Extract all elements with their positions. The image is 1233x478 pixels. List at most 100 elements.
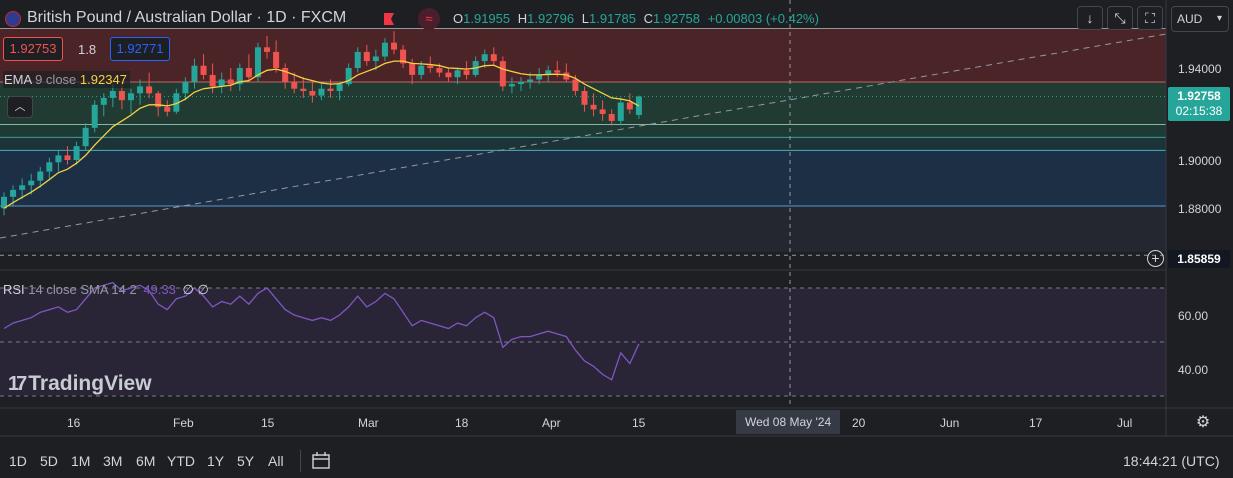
timeframe-button-1y[interactable]: 1Y — [207, 453, 225, 469]
rsi-label: RSI — [3, 282, 25, 297]
candle-body — [381, 42, 388, 57]
price-tick-1: 1.94000 — [1178, 62, 1222, 76]
candle-body — [127, 93, 134, 101]
candle-body — [508, 84, 515, 87]
last-price-value: 1.92758 — [1177, 89, 1221, 103]
snapshot-button[interactable]: ⛶ — [1137, 6, 1163, 30]
utc-clock[interactable]: 18:44:21 (UTC) — [1123, 453, 1220, 469]
sell-button[interactable]: 1.92753 — [3, 37, 63, 61]
date-range-button[interactable] — [311, 451, 333, 471]
candle-body — [336, 84, 343, 91]
candle-body — [28, 180, 35, 186]
candle-body — [19, 185, 26, 190]
price-tick-3: 1.88000 — [1178, 202, 1222, 216]
time-tick: 15 — [261, 416, 275, 430]
candle-body — [82, 127, 89, 147]
candle-body — [264, 47, 271, 52]
scroll-down-button[interactable]: ↓ — [1077, 6, 1103, 30]
candle-body — [527, 79, 534, 82]
ema-label: EMA — [4, 72, 32, 87]
zone-gray — [0, 206, 1166, 252]
rsi-tick-40: 40.00 — [1178, 363, 1209, 377]
open-value: 1.91955 — [463, 11, 511, 26]
candle-body — [282, 68, 289, 82]
candle-body — [218, 79, 225, 87]
wave-icon[interactable]: ≈ — [418, 8, 440, 30]
candle-body — [118, 91, 125, 101]
collapse-legend-button[interactable]: ︿ — [7, 96, 33, 118]
rsi-legend[interactable]: RSI 14 close SMA 14 2 49.33 ∅ ∅ — [3, 282, 209, 298]
ema-legend[interactable]: EMA 9 close 1.92347 — [3, 71, 130, 88]
candle-body — [309, 91, 316, 96]
high-value: 1.92796 — [527, 11, 575, 26]
candle-body — [617, 102, 624, 121]
timeframe-button-all[interactable]: All — [268, 453, 284, 469]
candle-body — [291, 81, 298, 89]
candle-body — [345, 68, 352, 85]
zone-teal — [0, 137, 1166, 151]
candle-body — [427, 65, 434, 68]
candle-body — [463, 70, 470, 75]
candle-body — [37, 171, 44, 181]
candle-body — [391, 42, 398, 50]
timeframe-button-3m[interactable]: 3M — [103, 453, 123, 469]
time-tick: Jun — [940, 416, 960, 430]
timeframe-button-6m[interactable]: 6M — [136, 453, 156, 469]
candle-body — [626, 102, 633, 110]
rsi-band — [0, 288, 1166, 396]
candle-body — [146, 86, 153, 94]
horizontal-lines — [0, 28, 1166, 256]
candle-body — [499, 61, 506, 87]
candle-body — [581, 91, 588, 105]
high-label: H — [517, 11, 528, 26]
timeframe-button-1d[interactable]: 1D — [9, 453, 27, 469]
candle-body — [55, 155, 62, 163]
ema-params: 9 close — [35, 72, 77, 87]
timeframe-button-ytd[interactable]: YTD — [167, 453, 195, 469]
candle-body — [599, 109, 606, 114]
chart-settings-button[interactable]: ⚙ — [1194, 414, 1212, 432]
spread-value: 1.8 — [78, 42, 97, 57]
plus-icon: + — [1151, 250, 1160, 266]
currency-selector[interactable]: AUD ▾ — [1171, 6, 1229, 32]
buy-button[interactable]: 1.92771 — [110, 37, 170, 61]
candle-body — [354, 51, 361, 68]
timeframe-button-5y[interactable]: 5Y — [237, 453, 255, 469]
close-label: C — [643, 11, 654, 26]
candle-body — [109, 91, 116, 98]
last-price-tag: 1.92758 02:15:38 — [1168, 87, 1230, 121]
timeframe-button-1m[interactable]: 1M — [71, 453, 91, 469]
candle-body — [245, 68, 252, 78]
time-tick: 18 — [455, 416, 469, 430]
symbol-title[interactable]: British Pound / Australian Dollar · 1D ·… — [27, 9, 347, 26]
rsi-value: 49.33 — [143, 282, 176, 297]
rsi-pane — [0, 287, 1166, 397]
chevron-up-icon: ︿ — [14, 101, 26, 113]
candle-body — [400, 49, 407, 64]
timeframe-button-5d[interactable]: 5D — [40, 453, 58, 469]
expand-icon: ⤡ — [1114, 10, 1126, 26]
flag-icon[interactable] — [384, 13, 394, 25]
fullscreen-button[interactable]: ⤡ — [1107, 6, 1133, 30]
crosshair-price-tag: 1.85859 — [1168, 250, 1230, 268]
candle-body — [155, 93, 162, 108]
close-value: 1.92758 — [653, 11, 701, 26]
add-alert-button[interactable]: + — [1147, 250, 1164, 267]
screen-icon: ⛶ — [1145, 10, 1155, 26]
arrow-down-icon: ↓ — [1086, 10, 1094, 26]
candle-body — [418, 65, 425, 75]
gear-icon: ⚙ — [1195, 414, 1211, 431]
chevron-down-icon: ▾ — [1216, 13, 1222, 24]
rsi-params: 14 close SMA 14 2 — [28, 282, 137, 297]
candle-body — [300, 88, 307, 91]
candlesticks — [1, 31, 642, 216]
candle-body — [209, 74, 216, 87]
tradingview-logo[interactable]: 17 TradingView — [8, 372, 152, 396]
change-value: +0.00803 (+0.42%) — [707, 11, 819, 26]
low-value: 1.91785 — [589, 11, 636, 26]
candle-body — [100, 97, 107, 105]
ema-polyline — [3, 60, 640, 209]
candle-body — [254, 47, 261, 78]
time-tick: 15 — [632, 416, 646, 430]
